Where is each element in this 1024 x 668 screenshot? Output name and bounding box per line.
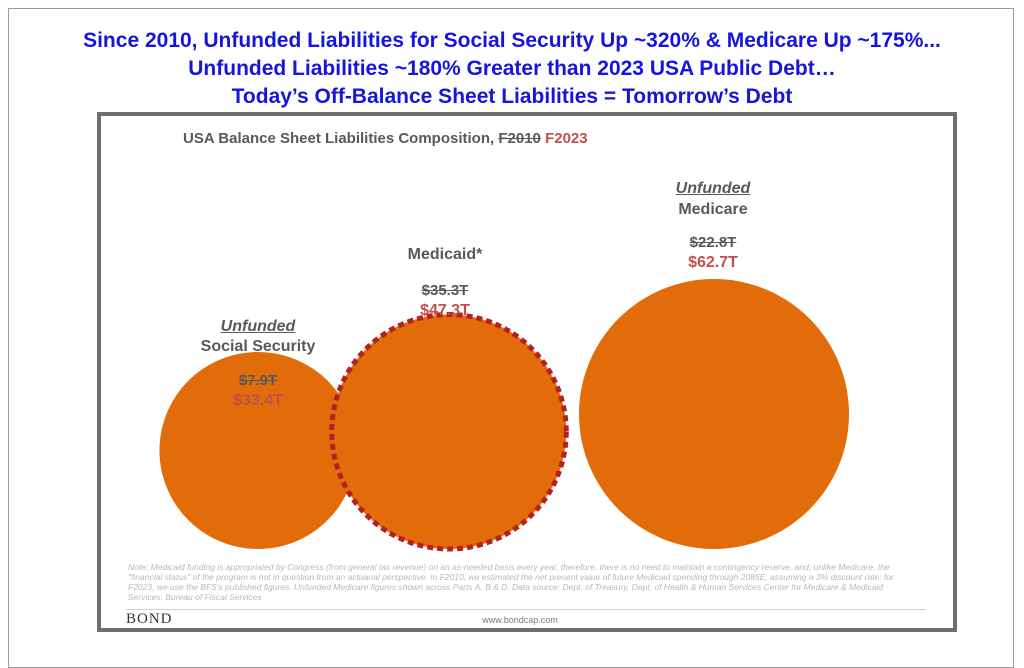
brand-logo: BOND xyxy=(126,611,173,627)
social-security-bubble xyxy=(159,351,357,549)
medicaid-f2023-value: $47.3T xyxy=(420,302,470,319)
headline-line-3: Today’s Off-Balance Sheet Liabilities = … xyxy=(231,85,793,108)
footer-divider xyxy=(126,609,926,610)
chart-title: USA Balance Sheet Liabilities Compositio… xyxy=(183,130,823,147)
medicare-f2023-value: $62.7T xyxy=(688,254,738,271)
medicaid-name: Medicaid* xyxy=(407,246,483,263)
medicaid-f2010-value: $35.3T xyxy=(421,282,469,299)
medicare-f2010-value: $22.8T xyxy=(689,234,737,251)
social-security-f2010-value: $7.9T xyxy=(238,372,278,389)
chart-title-text: USA Balance Sheet Liabilities Compositio… xyxy=(183,130,495,147)
medicaid-bubble xyxy=(329,311,569,552)
medicare-qualifier: Unfunded xyxy=(675,180,751,197)
social-security-name: Social Security xyxy=(200,338,316,355)
headline-line-1: Since 2010, Unfunded Liabilities for Soc… xyxy=(83,29,941,52)
chart-title-old-year: F2010 xyxy=(498,130,541,147)
headline-line-2: Unfunded Liabilities ~180% Greater than … xyxy=(188,57,836,80)
chart-title-new-year: F2023 xyxy=(545,130,588,147)
footnote: Note: Medicaid funding is appropriated b… xyxy=(128,562,894,602)
medicare-name: Medicare xyxy=(678,201,748,218)
social-security-f2023-value: $33.4T xyxy=(233,392,283,409)
medicare-bubble xyxy=(579,279,849,549)
footer-url[interactable]: www.bondcap.com xyxy=(482,615,558,625)
social-security-qualifier: Unfunded xyxy=(220,318,296,335)
